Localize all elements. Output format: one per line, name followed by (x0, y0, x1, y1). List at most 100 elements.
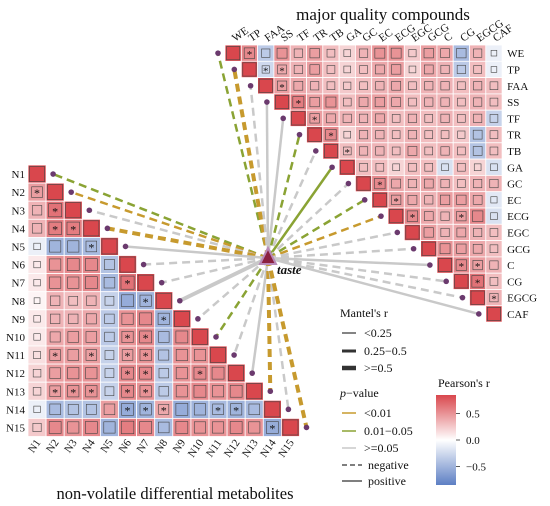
metabolite-mark-N14-N11 (212, 403, 224, 416)
quality-mark-EGCG-CAF (489, 293, 499, 303)
metabolite-sig-N7-N6: * (125, 277, 131, 291)
quality-mark-GC-GC (356, 176, 371, 191)
quality-sig-TB-GA: * (345, 147, 351, 159)
metabolite-sig-N10-N7: * (143, 331, 149, 345)
quality-sig-C-CG: * (459, 261, 465, 273)
metabolite-mark-N15-N2 (48, 421, 62, 434)
metabolite-mark-N10-N4 (85, 331, 98, 343)
metabolite-row-label-N2: N2 (12, 187, 25, 199)
quality-col-label-EC: EC (377, 27, 395, 45)
quality-mark-FAA-CAF (489, 81, 499, 90)
quality-TF-link (266, 118, 285, 259)
quality-row-label-GCG: GCG (507, 244, 530, 256)
metabolite-mark-N4-N2 (48, 221, 62, 235)
metabolite-mark-N9-N7 (139, 312, 152, 326)
quality-mark-TF-CAF (489, 114, 499, 123)
quality-mark-ECG-CAF (490, 212, 498, 220)
quality-row-label-GA: GA (507, 162, 523, 174)
quality-mark-TF-TB (326, 113, 336, 124)
quality-sig-WE-TP: * (247, 49, 253, 61)
quality-mark-EGC-GCG (423, 227, 434, 238)
quality-mark-SS-CG (457, 97, 466, 107)
quality-mark-GC-EGCG (473, 179, 483, 189)
quality-mark-TP-FAA (261, 65, 270, 74)
quality-mark-TB-GCG (424, 146, 433, 156)
metabolite-mark-N7-N2 (49, 276, 62, 289)
quality-mark-SS-TR (309, 97, 320, 108)
quality-CAF-link (267, 256, 480, 316)
quality-TF-node (280, 115, 287, 122)
quality-sig-TR-TB: * (328, 131, 334, 143)
quality-sig-C-EGCG: * (475, 261, 481, 273)
quality-mark-TR-TR (307, 127, 322, 142)
mantel-legend-label-2: 0.25−0.5 (364, 344, 407, 358)
quality-mark-SS-EGC (408, 97, 417, 107)
mantel-legend-label-1: <0.25 (364, 326, 392, 340)
metabolite-N5-node (122, 243, 129, 250)
p-value-legend: p−value <0.01 0.01−0.05 >=0.05 negative … (339, 386, 413, 488)
metabolite-col-label-N10: N10 (186, 437, 207, 460)
metabolite-mark-N14-N6 (121, 403, 134, 416)
metabolite-sig-N4-N2: * (52, 222, 58, 236)
quality-GC-node (345, 180, 352, 187)
quality-mark-FAA-EGCG (473, 81, 483, 91)
metabolite-mark-N15-N13 (248, 421, 261, 434)
metabolite-mark-N9-N4 (85, 313, 97, 325)
quality-WE-link (216, 52, 270, 259)
quality-mark-TR-EGCG (472, 129, 483, 140)
metabolite-mark-N3-N2 (48, 203, 63, 218)
metabolite-sig-N13-N2: * (52, 385, 58, 399)
quality-mark-TB-C (440, 146, 450, 156)
quality-ECG-node (378, 213, 384, 219)
metabolite-mark-N10-N3 (67, 331, 79, 343)
metabolite-row-label-N1: N1 (12, 169, 25, 181)
metabolite-mark-N9-N5 (104, 313, 115, 324)
metabolite-mark-N5-N1 (33, 242, 41, 250)
quality-mark-TF-GCG (424, 114, 433, 123)
metabolite-mark-N8-N3 (68, 295, 79, 306)
quality-C-link (267, 256, 430, 267)
colorbar-gradient (436, 395, 456, 485)
quality-mark-GC-EC (374, 177, 386, 190)
metabolite-N13-node (267, 388, 274, 395)
quality-sig-CG-EGCG: * (475, 277, 481, 289)
quality-mark-TP-EGCG (473, 65, 482, 74)
metabolite-mark-N8-N7 (139, 294, 152, 307)
metabolite-mark-N2-N2 (47, 184, 63, 201)
quality-mark-FAA-EC (375, 81, 385, 91)
metabolite-mark-N5-N5 (101, 238, 118, 255)
metabolite-row-label-N3: N3 (12, 205, 26, 217)
p-legend-title: p−value (339, 386, 379, 400)
quality-mark-ECG-CG (456, 211, 467, 222)
metabolite-mark-N15-N15 (282, 419, 299, 436)
quality-mark-SS-EGCG (473, 97, 483, 107)
quality-row-label-FAA: FAA (507, 81, 528, 93)
metabolite-mark-N15-N8 (158, 421, 170, 434)
metabolite-mark-N13-N13 (246, 383, 263, 400)
quality-GA-node (329, 164, 335, 171)
quality-SS-node (264, 99, 270, 105)
metabolite-mark-N15-N7 (139, 421, 152, 434)
metabolite-sig-N3-N2: * (52, 204, 58, 218)
quality-mark-SS-C (440, 97, 450, 107)
metabolite-mark-N15-N10 (193, 421, 206, 434)
metabolite-mark-N12-N11 (211, 366, 225, 380)
metabolite-sig-N11-N2: * (52, 349, 58, 363)
metabolite-col-label-N11: N11 (204, 437, 224, 459)
metabolite-mark-N10-N6 (121, 330, 134, 343)
metabolite-sig-N11-N4: * (88, 349, 94, 363)
metabolite-mark-N13-N9 (175, 385, 188, 398)
metabolite-mark-N6-N2 (49, 258, 62, 271)
metabolite-mark-N5-N2 (49, 240, 62, 253)
metabolite-N3-link (88, 209, 269, 260)
metabolite-mark-N5-N3 (67, 240, 80, 253)
quality-row-label-CAF: CAF (507, 309, 528, 321)
quality-mark-TR-EGC (407, 130, 417, 140)
metabolite-sig-N12-N7: * (143, 367, 149, 381)
metabolite-mark-N6-N6 (119, 256, 136, 273)
quality-mark-CG-CG (454, 274, 469, 289)
metabolite-mark-N10-N1 (33, 333, 41, 341)
metabolite-mark-N9-N3 (68, 313, 79, 324)
quality-mark-WE-TF (293, 48, 303, 58)
